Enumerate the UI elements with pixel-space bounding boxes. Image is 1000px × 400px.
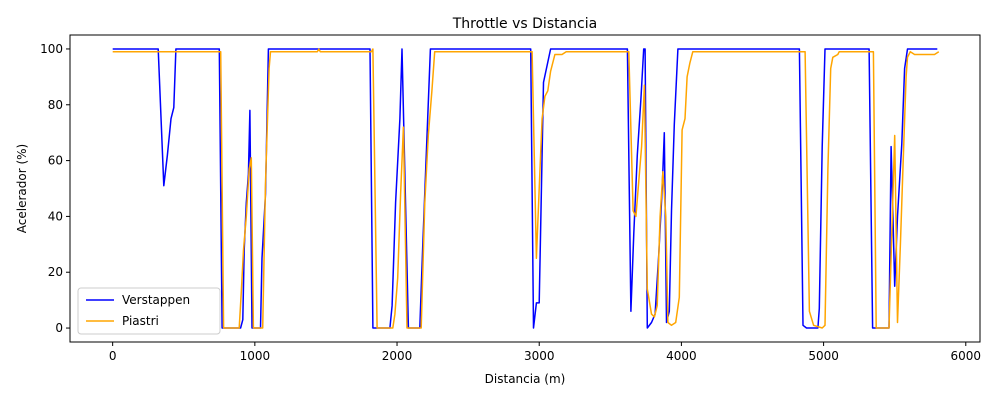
y-axis-label: Acelerador (%) <box>15 144 29 233</box>
legend-label: Piastri <box>122 314 159 328</box>
legend: Verstappen Piastri <box>77 287 221 335</box>
x-tick-label: 6000 <box>951 349 982 363</box>
series-line-verstappen <box>112 48 938 329</box>
x-tick-label: 0 <box>109 349 117 363</box>
chart-title: Throttle vs Distancia <box>452 16 597 32</box>
x-tick-label: 2000 <box>382 349 413 363</box>
y-tick-label: 80 <box>48 98 63 112</box>
y-tick-label: 60 <box>48 154 63 168</box>
plot-series <box>112 48 940 329</box>
y-tick-label: 0 <box>55 321 63 335</box>
y-tick-label: 40 <box>48 209 63 223</box>
x-axis-label: Distancia (m) <box>485 372 566 386</box>
axes-frame <box>69 34 981 343</box>
y-tick-label: 20 <box>48 265 63 279</box>
y-axis: 0 20 40 60 80 100 <box>40 42 70 335</box>
x-tick-label: 1000 <box>240 349 271 363</box>
x-tick-label: 4000 <box>666 349 697 363</box>
x-axis: 0 1000 2000 3000 4000 5000 6000 <box>109 342 981 363</box>
x-tick-label: 5000 <box>808 349 839 363</box>
legend-label: Verstappen <box>122 293 190 307</box>
x-tick-label: 3000 <box>524 349 555 363</box>
series-line-piastri <box>112 48 940 329</box>
y-tick-label: 100 <box>40 42 63 56</box>
